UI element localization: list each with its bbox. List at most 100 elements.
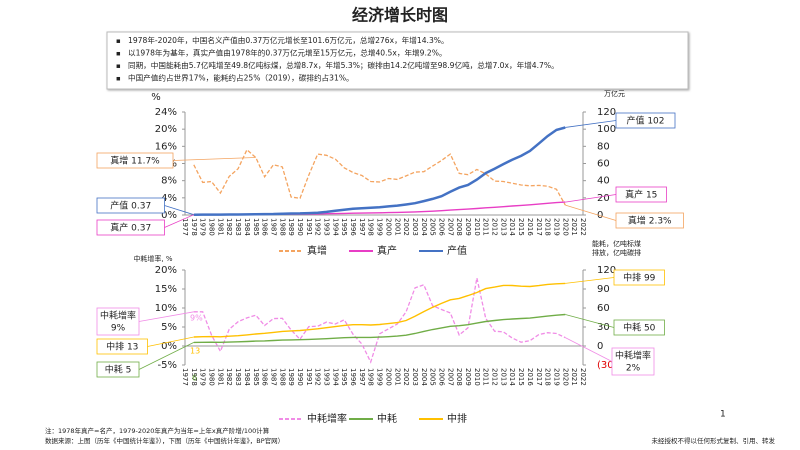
y-tick-label: 20%: [155, 124, 177, 135]
x-tick-label: 2001: [393, 218, 401, 236]
x-tick-label: 2012: [491, 218, 499, 236]
x-tick-label: 1984: [243, 368, 251, 386]
bullet-dot: ▪: [116, 62, 121, 70]
legend-label: 真产: [377, 244, 397, 257]
x-tick-label: 1991: [305, 368, 313, 386]
y2-tick-label: 100: [597, 124, 616, 135]
x-tick-label: 2003: [411, 368, 419, 386]
annotation-box: [96, 338, 148, 355]
x-tick-label: 2010: [473, 218, 481, 236]
bullet-dot: ▪: [116, 50, 121, 58]
y2-tick-label: 120: [597, 107, 616, 118]
x-tick-label: 1983: [234, 218, 242, 236]
annotation-leader: [565, 120, 617, 128]
x-tick-label: 2008: [455, 218, 463, 236]
series-line: [193, 148, 566, 206]
x-tick-label: 1981: [216, 218, 224, 236]
annotation-box: [96, 307, 140, 336]
x-tick-label: 1999: [376, 368, 384, 386]
x-tick-label: 1982: [225, 368, 233, 386]
x-tick-label: 2021: [570, 368, 578, 386]
x-tick-label: 2022: [579, 218, 587, 236]
annotation-leader: [164, 205, 194, 216]
annotation-text: 中耗增率: [100, 310, 136, 322]
x-tick-label: 1991: [305, 218, 313, 236]
x-tick-label: 2013: [499, 218, 507, 236]
annotation-text: 9%: [111, 324, 126, 334]
x-tick-label: 1981: [216, 368, 224, 386]
annotation-box: [613, 269, 665, 286]
x-tick-label: 2009: [464, 218, 472, 236]
y-tick-label: 10%: [155, 303, 177, 314]
x-tick-label: 2015: [517, 368, 525, 386]
x-tick-label: 1992: [314, 368, 322, 386]
page-title: 经济增长时图: [352, 6, 448, 25]
x-tick-label: 1987: [269, 368, 277, 386]
y-tick-label: -5%: [158, 360, 177, 371]
annotation-box: [615, 212, 684, 229]
annotation-leader: [172, 157, 256, 161]
y-axis-label: 中耗增率, %: [133, 254, 172, 263]
x-tick-label: 1989: [287, 218, 295, 236]
y2-tick-label: 30: [597, 322, 610, 333]
y2-axis-label: 万亿元: [604, 89, 625, 98]
x-tick-label: 1980: [208, 218, 216, 236]
x-tick-label: 1987: [269, 218, 277, 236]
x-tick-label: 2004: [420, 218, 428, 236]
x-tick-label: 1985: [252, 368, 260, 386]
x-tick-label: 2017: [535, 218, 543, 236]
legend-label: 产值: [447, 244, 467, 257]
x-tick-label: 2011: [482, 368, 490, 386]
x-tick-label: 2007: [446, 218, 454, 236]
bullet-dot: ▪: [116, 37, 121, 45]
x-tick-label: 1979: [199, 218, 207, 236]
legend-label: 真增: [307, 244, 327, 257]
x-tick-label: 1988: [278, 368, 286, 386]
annotation-leader: [138, 311, 194, 322]
x-tick-label: 2010: [473, 368, 481, 386]
annotation-leader: [565, 204, 617, 221]
x-tick-label: 1996: [349, 218, 357, 236]
x-tick-label: 1994: [331, 218, 339, 236]
annotation-text: 真产 15: [625, 189, 657, 201]
annotation-box: [96, 197, 165, 214]
x-tick-label: 1998: [367, 218, 375, 236]
annotation-leader: [565, 194, 617, 203]
series-line: [193, 313, 566, 344]
bullet-text: 中国产值约占世界17%，能耗约占25%（2019），碳排约占31%。: [128, 73, 354, 83]
y2-tick-label: 80: [597, 141, 610, 152]
disclaimer: 未经授权不得以任何形式复制、引用、转发: [652, 436, 776, 445]
x-tick-label: 2014: [508, 368, 516, 386]
x-tick-label: 2017: [535, 368, 543, 386]
y-axis-label: %: [151, 92, 161, 103]
annotation-text: 产值 0.37: [110, 200, 151, 212]
annotation-box: [611, 347, 655, 376]
annotation-leader: [565, 337, 613, 362]
x-tick-label: 2018: [544, 218, 552, 236]
x-tick-label: 1986: [261, 218, 269, 236]
annotation-box: [615, 186, 667, 203]
x-tick-label: 2002: [402, 368, 410, 386]
y-tick-label: 16%: [155, 141, 177, 152]
x-tick-label: 2006: [437, 218, 445, 236]
x-tick-label: 1978: [190, 368, 198, 386]
footnote: 注：1978年真产=名产，1979-2020年真产为当年=上年x真产阶增/100…: [45, 426, 270, 435]
x-tick-label: 2003: [411, 218, 419, 236]
x-tick-label: 2018: [544, 368, 552, 386]
legend-label: 中耗: [377, 412, 397, 425]
annotation-text: 9%: [190, 314, 203, 323]
x-tick-label: 2016: [526, 368, 534, 386]
x-tick-label: 1985: [252, 218, 260, 236]
x-tick-label: 2022: [579, 368, 587, 386]
annotation-leader: [565, 314, 615, 328]
x-tick-label: 1989: [287, 368, 295, 386]
x-tick-label: 1992: [314, 218, 322, 236]
annotation-box: [96, 152, 174, 169]
x-tick-label: 2000: [384, 368, 392, 386]
x-tick-label: 1984: [243, 218, 251, 236]
x-tick-label: 2015: [517, 218, 525, 236]
bullet-box: [106, 31, 689, 90]
x-tick-label: 2002: [402, 218, 410, 236]
footnote: 数据来源：上图（历年《中国统计年鉴》），下图（历年《中国统计年鉴》，BP官网）: [45, 436, 284, 445]
annotation-text: 产值 102: [626, 115, 664, 127]
